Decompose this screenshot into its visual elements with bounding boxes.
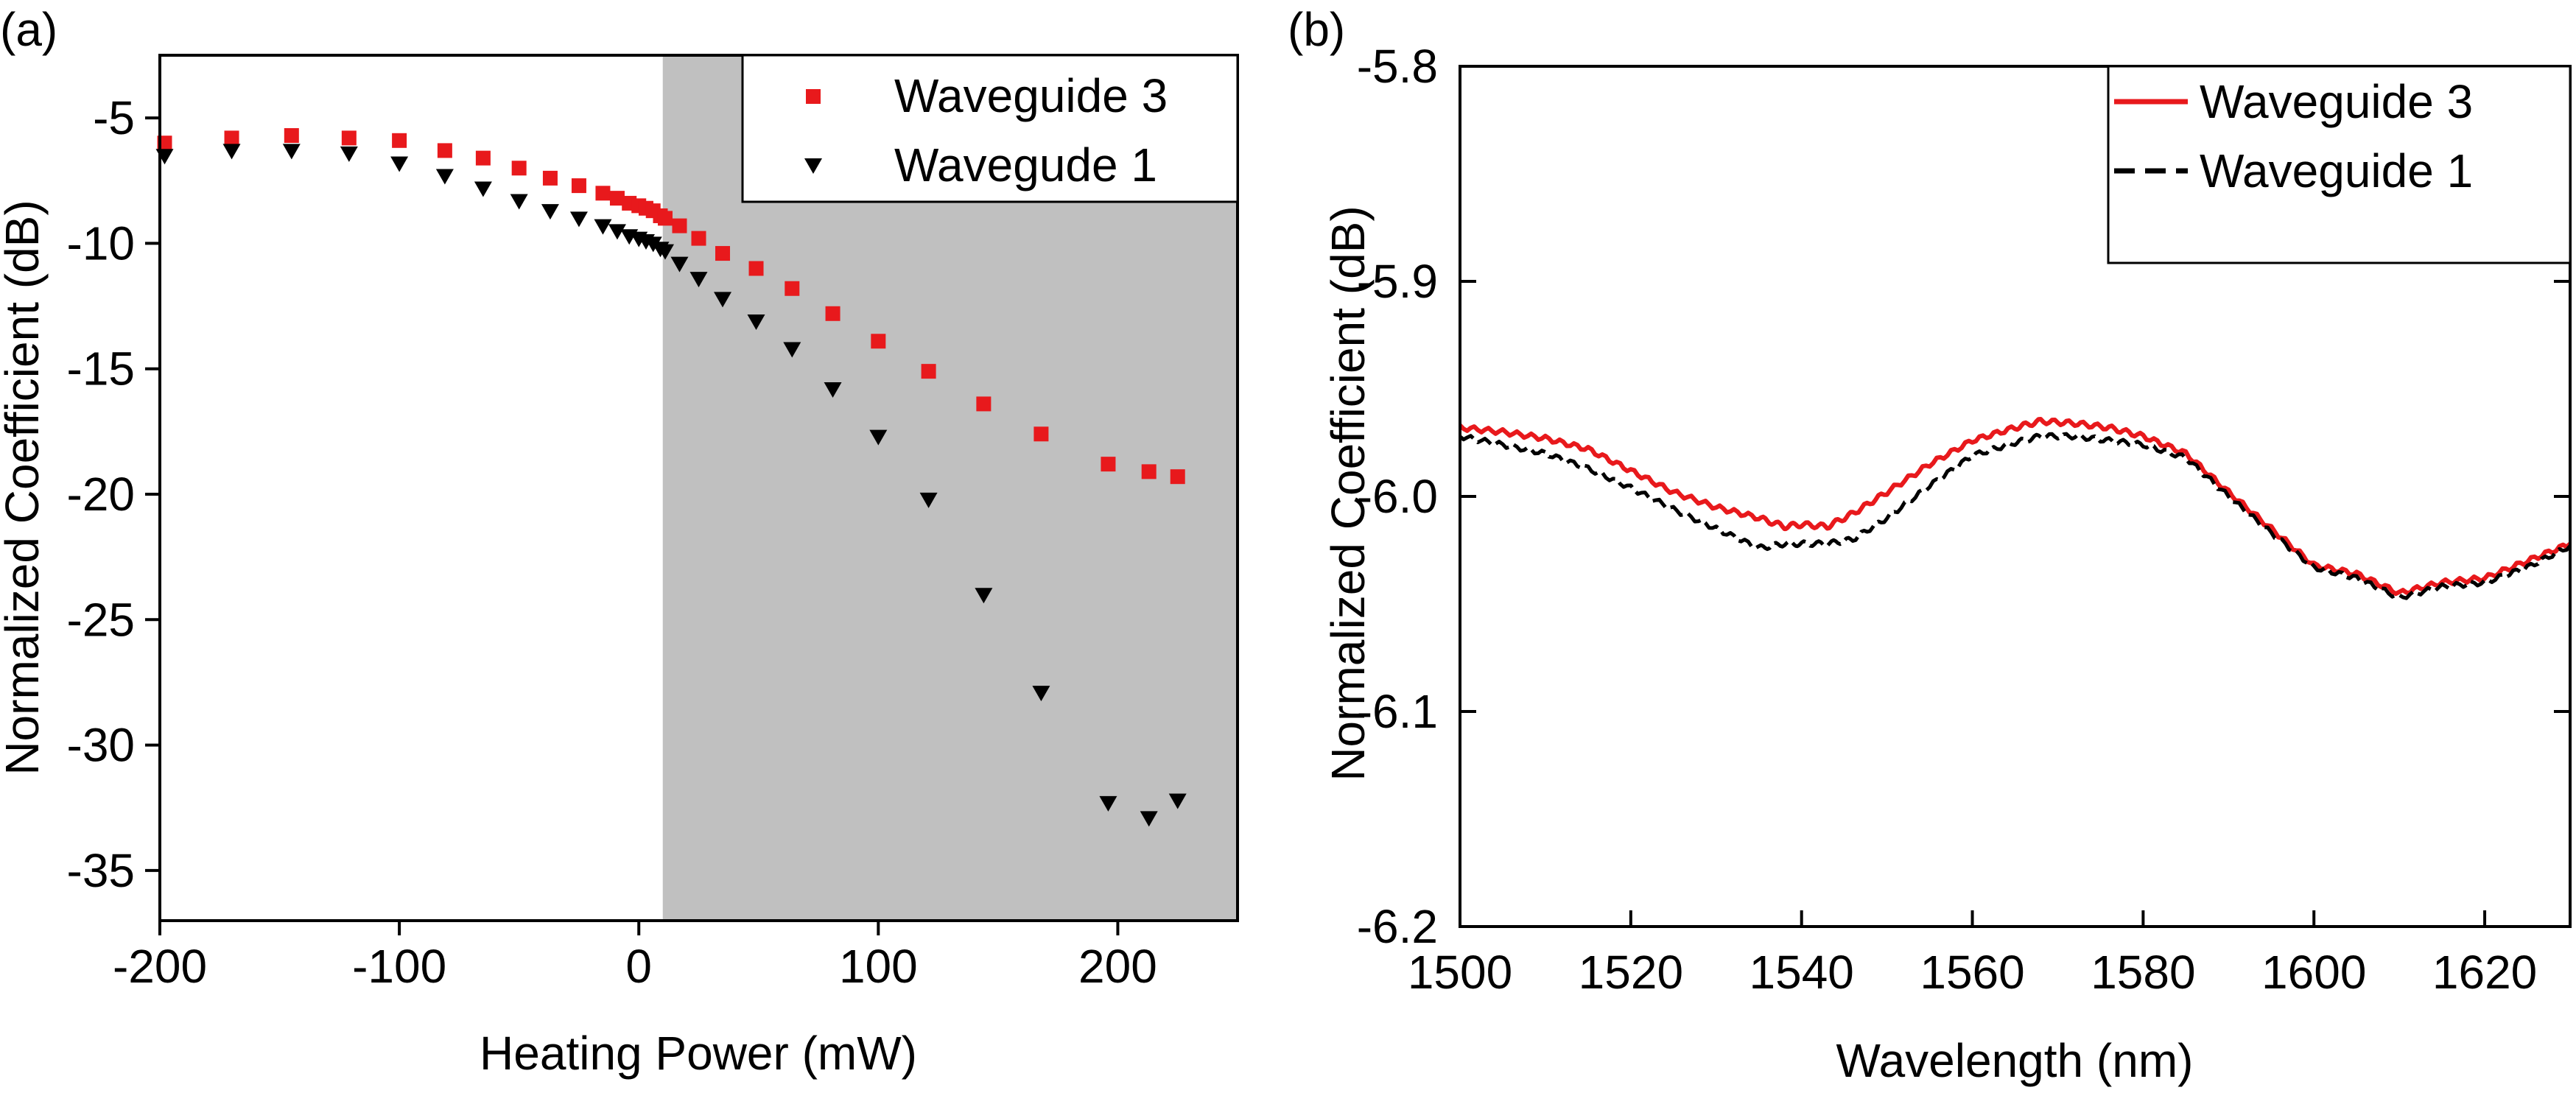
point-waveguide-3 — [1033, 426, 1049, 442]
y-tick-label: -15 — [67, 342, 136, 396]
point-wavegude-1 — [869, 429, 888, 446]
point-waveguide-3 — [976, 396, 992, 412]
x-tick-label: 1620 — [2432, 946, 2537, 999]
point-wavegude-1 — [340, 146, 358, 162]
point-waveguide-3 — [475, 150, 491, 166]
point-waveguide-3 — [571, 178, 586, 194]
panel-b-x-axis-label: Wavelength (nm) — [1836, 1034, 2194, 1087]
point-wavegude-1 — [608, 224, 626, 240]
point-wavegude-1 — [569, 211, 588, 228]
x-tick-label: 1580 — [2091, 946, 2195, 999]
point-waveguide-3 — [785, 281, 800, 296]
point-wavegude-1 — [282, 144, 301, 160]
point-waveguide-3 — [748, 261, 764, 276]
line-waveguide-3 — [1458, 417, 2572, 597]
point-waveguide-3 — [921, 364, 936, 379]
point-wavegude-1 — [824, 382, 842, 398]
x-tick-label: 0 — [625, 940, 652, 993]
point-waveguide-3 — [224, 130, 239, 146]
point-waveguide-3 — [715, 246, 731, 261]
point-waveguide-3 — [1101, 457, 1116, 472]
point-wavegude-1 — [783, 342, 801, 358]
point-wavegude-1 — [689, 272, 708, 288]
y-tick-label: -6.1 — [1357, 685, 1438, 738]
point-wavegude-1 — [919, 492, 938, 508]
x-tick-label: 200 — [1078, 940, 1157, 993]
x-tick-label: 1540 — [1749, 946, 1854, 999]
point-waveguide-3 — [871, 334, 886, 349]
point-waveguide-3 — [657, 211, 673, 226]
panel-b-ticks: 1500 1520 1540 1560 1580 1600 1620 -5.8 -5.9 -6.0… — [1357, 40, 2570, 999]
legend-label-b-waveguide-3: Waveguide 3 — [2200, 75, 2473, 128]
y-tick-label: -5.8 — [1357, 40, 1438, 93]
x-tick-label: 1560 — [1920, 946, 2024, 999]
point-wavegude-1 — [541, 204, 559, 220]
panel-b-label: (b) — [1288, 3, 1345, 56]
x-tick-label: -200 — [113, 940, 207, 993]
point-waveguide-3 — [392, 133, 407, 148]
point-waveguide-3 — [284, 127, 299, 143]
panel-a-y-axis-label: Normalized Coefficient (dB) — [0, 200, 49, 775]
point-wavegude-1 — [594, 219, 612, 235]
panel-b-plot-frame — [1459, 65, 2572, 928]
point-waveguide-3 — [595, 186, 611, 201]
point-wavegude-1 — [714, 292, 732, 308]
legend-marker-wavegude-1 — [804, 158, 822, 174]
point-wavegude-1 — [975, 588, 993, 604]
point-wavegude-1 — [670, 256, 689, 273]
line-waveguide-1 — [1459, 432, 2572, 600]
point-wavegude-1 — [1168, 793, 1187, 809]
panel-b-lines — [1458, 417, 2572, 600]
panel-a-ticks: -200 -100 0 100 200 -5 -10 -15 -20 -25 -30 -35 — [67, 91, 1157, 993]
panel-b-legend: Waveguide 3 Waveguide 1 — [2107, 65, 2572, 264]
panel-a-label: (a) — [0, 3, 57, 56]
y-tick-label: -5.9 — [1357, 255, 1438, 308]
x-tick-label: 1600 — [2261, 946, 2366, 999]
point-waveguide-3 — [609, 191, 625, 206]
point-waveguide-3 — [825, 306, 840, 321]
point-waveguide-3 — [1170, 469, 1185, 485]
point-wavegude-1 — [656, 244, 674, 260]
point-wavegude-1 — [1140, 811, 1158, 827]
y-tick-label: -35 — [67, 844, 136, 897]
point-wavegude-1 — [1032, 686, 1050, 702]
panel-a-legend: Waveguide 3 Wavegude 1 — [741, 54, 1239, 203]
panel-a-x-axis-label: Heating Power (mW) — [480, 1027, 917, 1080]
y-tick-label: -6.0 — [1357, 470, 1438, 523]
x-tick-label: -100 — [352, 940, 446, 993]
panel-a: (a) -200 -100 0 100 200-5-10-15-20-25-30-35 … — [0, 3, 1239, 1080]
point-wavegude-1 — [435, 169, 454, 185]
panel-b-y-axis-label: Normalized Coefficient (dB) — [1322, 205, 1375, 781]
point-waveguide-3 — [691, 231, 706, 246]
point-wavegude-1 — [510, 194, 528, 210]
panel-a-legend-box — [741, 54, 1239, 203]
panel-a-plot-frame — [158, 54, 1239, 922]
point-waveguide-3 — [672, 218, 687, 233]
x-tick-label: 100 — [839, 940, 918, 993]
point-wavegude-1 — [1099, 795, 1117, 812]
panel-b: (b) 1500 1520 1540 1560 1580 1600 1620 -5.8 -5.9… — [1288, 3, 2572, 1087]
point-wavegude-1 — [222, 144, 241, 160]
y-tick-label: -30 — [67, 719, 136, 772]
y-tick-label: -20 — [67, 468, 136, 521]
legend-label-waveguide-3: Waveguide 3 — [894, 69, 1168, 122]
legend-marker-waveguide-3 — [806, 89, 821, 104]
point-wavegude-1 — [390, 156, 409, 172]
point-waveguide-3 — [437, 143, 452, 158]
legend-label-b-waveguide-1: Waveguide 1 — [2200, 144, 2473, 197]
point-wavegude-1 — [747, 314, 765, 331]
point-waveguide-3 — [341, 130, 357, 146]
legend-label-wavegude-1: Wavegude 1 — [894, 138, 1157, 191]
x-tick-label: 1520 — [1579, 946, 1683, 999]
y-tick-label: -25 — [67, 593, 136, 646]
y-tick-label: -6.2 — [1357, 900, 1438, 953]
y-tick-label: -5 — [93, 91, 135, 144]
point-waveguide-3 — [1141, 464, 1157, 479]
x-tick-label: 1500 — [1408, 946, 1512, 999]
y-tick-label: -10 — [67, 217, 136, 270]
point-waveguide-3 — [511, 161, 527, 176]
point-wavegude-1 — [474, 181, 492, 197]
point-waveguide-3 — [542, 170, 558, 186]
